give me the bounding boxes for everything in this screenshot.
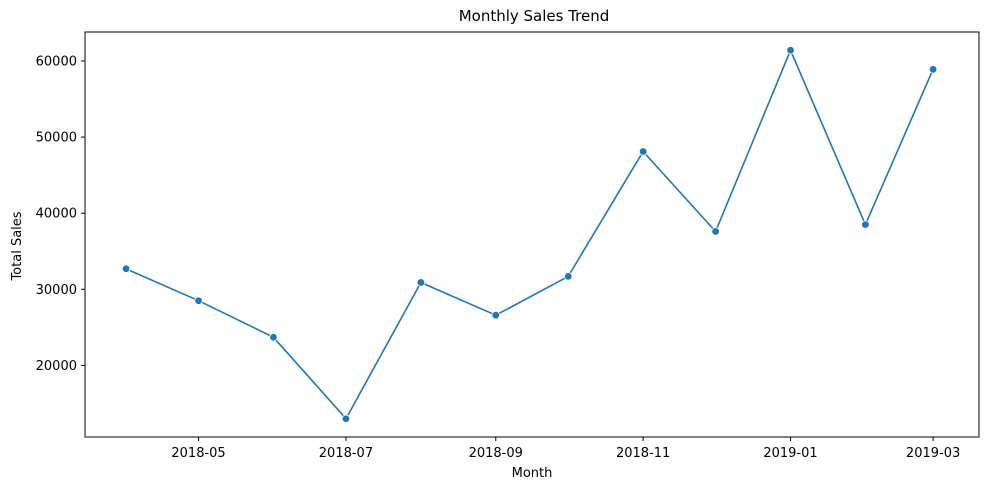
y-axis: 20000 30000 40000 50000 60000 — [36, 54, 85, 374]
data-point — [194, 296, 203, 305]
data-point — [121, 264, 131, 273]
data-point — [786, 46, 795, 55]
chart-title: Monthly Sales Trend — [459, 7, 610, 25]
x-axis-label: Month — [512, 466, 553, 481]
x-axis: 2018-05 2018-07 2018-09 2018-11 2019-01 2019-… — [171, 437, 960, 461]
data-point — [928, 65, 938, 74]
series-layer — [121, 46, 938, 423]
data-point — [269, 333, 278, 342]
x-tick-label: 2018-09 — [469, 446, 523, 461]
data-point — [564, 272, 573, 281]
y-tick-label: 50000 — [36, 131, 77, 146]
y-tick-label: 20000 — [36, 359, 77, 374]
x-tick-label: 2019-01 — [763, 446, 817, 461]
data-point — [711, 227, 720, 236]
data-point — [416, 278, 426, 287]
plot-area-frame — [84, 31, 980, 438]
y-axis-label: Total Sales — [10, 211, 25, 281]
x-tick-label: 2018-11 — [616, 446, 670, 461]
x-tick-label: 2019-03 — [906, 446, 960, 461]
data-point — [638, 147, 648, 156]
x-tick-label: 2018-07 — [319, 446, 373, 461]
data-point — [491, 310, 500, 320]
series-line — [125, 49, 934, 420]
y-tick-label: 60000 — [36, 54, 77, 69]
data-point — [341, 414, 351, 423]
data-point — [861, 220, 870, 229]
y-tick-label: 40000 — [36, 207, 77, 222]
axes-frame — [84, 31, 980, 438]
y-tick-label: 30000 — [36, 283, 77, 298]
x-tick-label: 2018-05 — [171, 446, 225, 461]
